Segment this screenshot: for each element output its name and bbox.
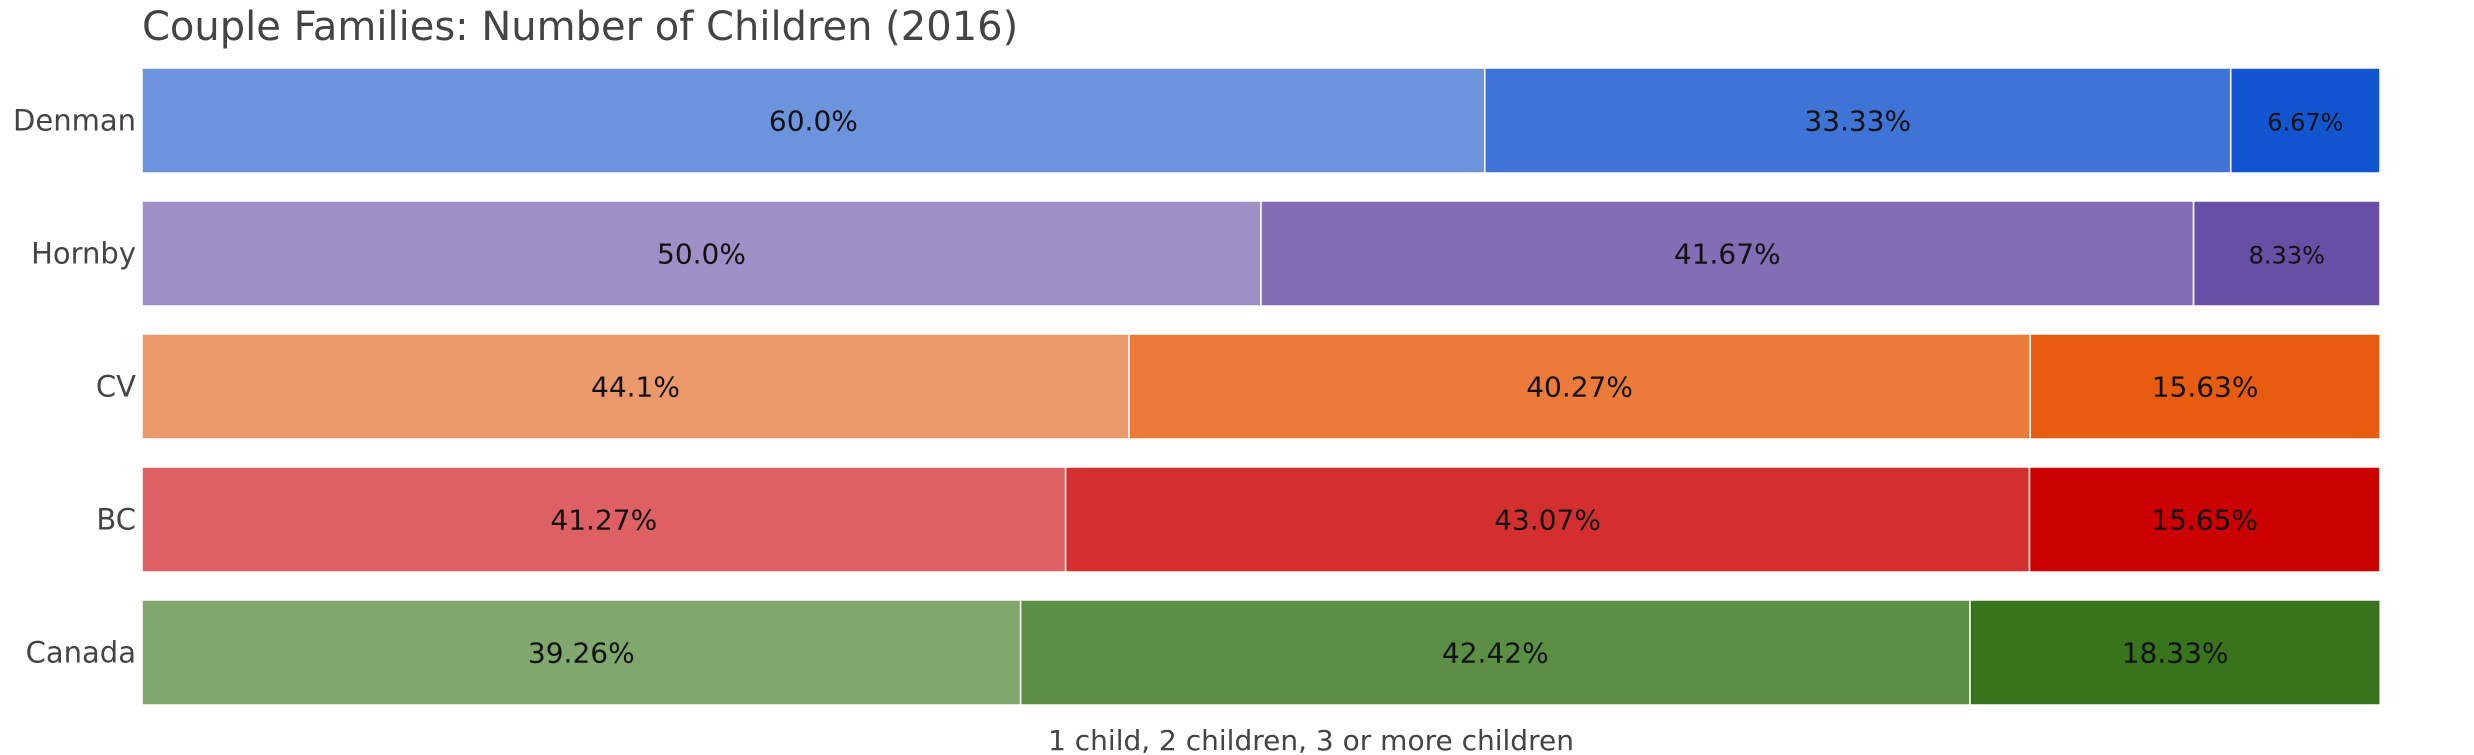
chart-title: Couple Families: Number of Children (201… bbox=[142, 4, 1018, 50]
category-label-canada: Canada bbox=[26, 636, 136, 670]
category-labels: Denman Hornby CV BC Canada bbox=[13, 104, 136, 670]
category-label-hornby: Hornby bbox=[31, 237, 136, 271]
data-label-hornby-3: 8.33% bbox=[2249, 242, 2325, 270]
data-label-hornby-1: 50.0% bbox=[657, 238, 746, 271]
data-label-bc-1: 41.27% bbox=[550, 504, 657, 537]
data-label-denman-3: 6.67% bbox=[2267, 109, 2343, 137]
bars-group: 60.0% 33.33% 6.67% 50.0% 41.67% 8.33% 44.1% 40.… bbox=[141, 67, 2381, 706]
bar-bc-segment-1 bbox=[141, 466, 1067, 573]
bar-cv-segment-3 bbox=[2029, 333, 2381, 440]
x-axis-label: 1 child, 2 children, 3 or more children bbox=[1048, 724, 1574, 755]
data-label-denman-1: 60.0% bbox=[769, 105, 858, 138]
bar-cv-segment-1 bbox=[141, 333, 1130, 440]
data-label-bc-2: 43.07% bbox=[1494, 504, 1601, 537]
data-label-hornby-2: 41.67% bbox=[1674, 238, 1781, 271]
data-label-bc-3: 15.65% bbox=[2151, 504, 2258, 537]
data-label-cv-2: 40.27% bbox=[1526, 371, 1633, 404]
bar-canada-segment-1 bbox=[141, 599, 1022, 706]
bar-denman-segment-1 bbox=[141, 67, 1486, 174]
data-label-canada-2: 42.42% bbox=[1442, 637, 1549, 670]
data-label-denman-2: 33.33% bbox=[1804, 105, 1911, 138]
bar-cv-segment-2 bbox=[1128, 333, 2031, 440]
category-label-bc: BC bbox=[96, 503, 136, 537]
data-label-canada-3: 18.33% bbox=[2122, 637, 2229, 670]
category-label-denman: Denman bbox=[13, 104, 136, 138]
bar-bc-segment-3 bbox=[2028, 466, 2381, 573]
category-label-cv: CV bbox=[96, 370, 136, 404]
bar-hornby-segment-3 bbox=[2192, 200, 2381, 307]
bar-canada-segment-3 bbox=[1969, 599, 2381, 706]
data-label-cv-1: 44.1% bbox=[591, 371, 680, 404]
bar-denman-segment-3 bbox=[2229, 67, 2381, 174]
data-label-cv-3: 15.63% bbox=[2152, 371, 2259, 404]
bar-hornby-segment-1 bbox=[141, 200, 1262, 307]
bar-hornby-segment-2 bbox=[1260, 200, 2195, 307]
bar-denman-segment-2 bbox=[1484, 67, 2232, 174]
bar-canada-segment-2 bbox=[1019, 599, 1971, 706]
data-label-canada-1: 39.26% bbox=[528, 637, 635, 670]
